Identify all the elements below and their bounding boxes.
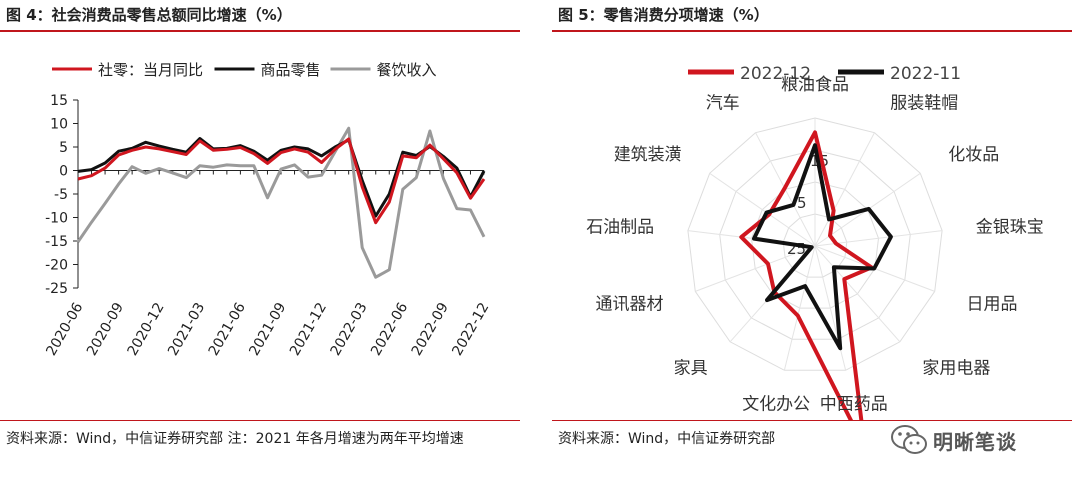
legend-label: 2022-11	[890, 64, 961, 84]
legend-item: 商品零售	[214, 61, 321, 79]
legend-label: 2022-12	[740, 64, 811, 84]
legend: 2022-12 2022-11	[688, 64, 961, 84]
grid-spoke	[814, 132, 875, 247]
y-tick-label: 15	[50, 93, 68, 109]
category-label: 中西药品	[820, 394, 888, 414]
title-rule	[552, 30, 1072, 32]
category-label: 服装鞋帽	[890, 94, 958, 114]
watermark-text: 明晰笔谈	[933, 430, 1017, 454]
grid-ring	[782, 213, 848, 278]
legend: 社零：当月同比 商品零售 餐饮收入	[52, 61, 437, 79]
source-rule	[0, 420, 520, 421]
x-tick-label: 2021-09	[246, 300, 289, 359]
category-label: 化妆品	[948, 145, 999, 165]
y-tick-label: -25	[45, 281, 68, 297]
x-tick-label: 2022-09	[409, 300, 452, 359]
figure-4-title: 图 4：社会消费品零售总额同比增速（%）	[6, 6, 292, 24]
category-label: 金银珠宝	[976, 218, 1044, 238]
x-tick-label: 2021-03	[165, 300, 208, 359]
y-tick-label: -20	[45, 258, 68, 274]
y-tick-label: 0	[59, 164, 68, 180]
x-tick-label: 2021-12	[287, 300, 330, 359]
category-label: 文化办公	[742, 394, 810, 414]
category-label: 通讯器材	[596, 294, 664, 314]
category-label: 家具	[674, 358, 708, 378]
y-tick-label: 10	[50, 117, 68, 133]
grid-ring	[687, 117, 943, 371]
category-label: 家用电器	[922, 358, 990, 378]
right-source-note: 资料来源：Wind，中信证券研究部	[558, 431, 776, 447]
series-line-2	[76, 126, 486, 279]
legend-item: 2022-12	[688, 64, 811, 84]
legend-label: 社零：当月同比	[98, 61, 203, 79]
radar-chart: 2022-12 2022-1115525粮油食品服装鞋帽化妆品金银珠宝日用品家用电…	[586, 64, 1044, 420]
y-tick-label: -15	[45, 234, 68, 250]
x-tick-label: 2022-06	[368, 300, 411, 359]
x-tick-label: 2021-06	[206, 300, 249, 359]
x-tick-label: 2022-03	[328, 300, 371, 359]
grid-spoke	[783, 245, 816, 371]
y-axis: 15 10 5 0 -5 -10 -15 -20 -25	[45, 93, 79, 297]
grid-spoke	[695, 245, 816, 292]
legend-item: 餐饮收入	[330, 61, 437, 79]
category-label: 石油制品	[586, 218, 654, 238]
y-tick-label: 5	[59, 140, 68, 156]
category-label: 粮油食品	[781, 75, 849, 95]
series-line-0	[77, 137, 486, 225]
grid-spoke	[814, 245, 901, 343]
grid-ring	[750, 181, 880, 309]
category-label: 汽车	[706, 94, 740, 114]
legend-item: 2022-11	[838, 64, 961, 84]
x-tick-label: 2020-12	[125, 300, 168, 359]
right-panel: 图 5：零售消费分项增速（%） 2022-12 2022-11 15 5 25 粮油食品服…	[552, 0, 1080, 483]
legend-label: 商品零售	[261, 61, 321, 79]
wechat-icon	[891, 425, 927, 454]
radar-series-1	[752, 143, 893, 351]
legend-item: 社零：当月同比	[52, 61, 203, 79]
y-tick-label: -5	[54, 187, 68, 203]
x-tick-label: 2020-09	[84, 300, 127, 359]
x-tick-label: 2020-06	[43, 300, 86, 359]
left-source-note: 资料来源：Wind，中信证券研究部 注：2021 年各月增速为两年平均增速	[6, 431, 464, 447]
source-rule	[552, 420, 1072, 421]
grid-ring	[719, 149, 911, 340]
radial-tick-label: 5	[797, 194, 807, 212]
legend-label: 餐饮收入	[377, 61, 437, 79]
left-panel: 图 4：社会消费品零售总额同比增速（%） 社零：当月同比 商品零售 餐饮收入 15 10…	[0, 0, 528, 483]
x-tick-label: 2022-12	[449, 300, 492, 359]
series-line-1	[77, 137, 486, 218]
y-tick-label: -10	[45, 211, 68, 227]
grid-spoke	[709, 172, 816, 247]
figure-5-title: 图 5：零售消费分项增速（%）	[558, 6, 769, 24]
line-chart: 社零：当月同比 商品零售 餐饮收入 15 10 5 0 -5 -10 -15 -20 -25 2020-…	[43, 61, 492, 359]
category-label: 建筑装潢	[614, 145, 682, 165]
category-label: 日用品	[967, 294, 1018, 314]
watermark: 明晰笔谈	[885, 420, 1075, 460]
title-rule	[0, 30, 520, 32]
